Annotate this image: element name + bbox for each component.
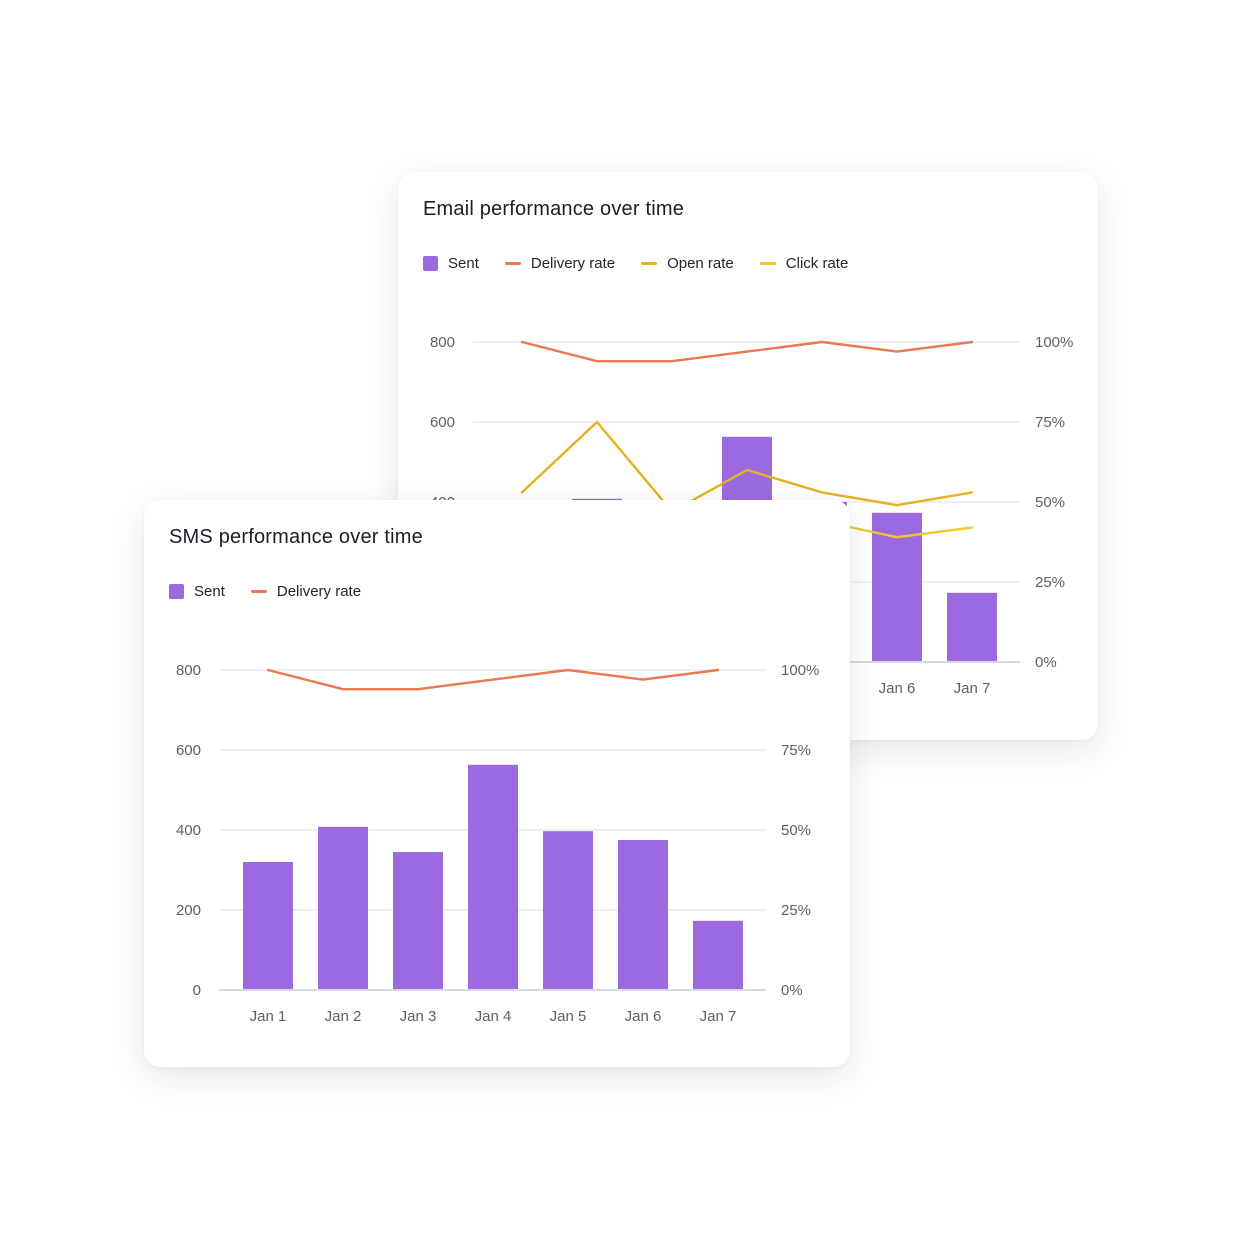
email-chart-title: Email performance over time [423,198,685,220]
legend-item-delivery-rate[interactable]: Delivery rate [250,583,362,600]
legend-swatch-click-rate [759,262,776,265]
y-left-tick-label: 400 [176,822,201,839]
bar-sent-jan-5 [543,831,593,990]
x-tick-label: Jan 5 [550,1008,587,1025]
x-tick-label: Jan 4 [475,1008,512,1025]
x-tick-label: Jan 7 [954,680,991,697]
x-tick-label: Jan 3 [400,1008,437,1025]
x-tick-label: Jan 6 [625,1008,662,1025]
legend-label-sent: Sent [194,583,225,600]
y-left-tick-label: 600 [176,742,201,759]
line-delivery-rate [520,340,974,363]
y-right-tick-label: 75% [1035,414,1065,431]
y-right-tick-label: 50% [1035,494,1065,511]
y-right-tick-label: 100% [781,662,819,679]
legend-swatch-open-rate [641,262,658,265]
y-right-tick-label: 25% [1035,574,1065,591]
sms-chart-plot: 0 200 400 600 800 0% 25% 50% 75% 100% Jan 1 Jan 2 Ja… [176,662,819,1025]
line-delivery-rate [266,668,720,691]
legend-item-open-rate[interactable]: Open rate [641,255,734,272]
legend-item-delivery-rate[interactable]: Delivery rate [504,255,616,272]
y-right-tick-label: 75% [781,742,811,759]
bar-sent-jan-4 [468,764,518,990]
legend-swatch-sent [169,584,184,599]
x-tick-label: Jan 2 [325,1008,362,1025]
legend-label-open-rate: Open rate [667,255,734,272]
legend-label-delivery-rate: Delivery rate [276,583,362,600]
bar-sent-jan-7 [947,592,997,662]
legend-item-sent[interactable]: Sent [423,255,479,272]
y-left-tick-label: 200 [176,902,201,919]
email-chart-legend: Sent Delivery rate Open rate Click rate [423,255,874,272]
y-right-tick-label: 0% [781,982,803,999]
legend-swatch-delivery-rate [504,262,521,265]
legend-swatch-sent [423,256,438,271]
bar-sent-jan-6 [618,840,668,990]
bar-sent-jan-3 [393,852,443,990]
bar-sent-jan-2 [318,826,368,990]
legend-item-sent[interactable]: Sent [169,583,225,600]
legend-label-sent: Sent [448,255,479,272]
y-right-tick-label: 50% [781,822,811,839]
sms-chart-legend: Sent Delivery rate [169,583,387,600]
bar-sent-jan-1 [243,862,293,990]
x-tick-label: Jan 7 [700,1008,737,1025]
line-open-rate [520,420,974,513]
y-left-tick-label: 800 [430,334,455,351]
x-tick-label: Jan 1 [250,1008,287,1025]
sms-chart-title: SMS performance over time [169,526,423,548]
legend-swatch-delivery-rate [250,590,267,593]
y-right-tick-label: 0% [1035,654,1057,671]
x-tick-label: Jan 6 [879,680,916,697]
bar-sent-jan-7 [693,920,743,990]
y-left-tick-label: 600 [430,414,455,431]
y-left-tick-label: 800 [176,662,201,679]
y-right-tick-label: 100% [1035,334,1073,351]
legend-label-click-rate: Click rate [785,255,849,272]
y-right-tick-label: 25% [781,902,811,919]
legend-label-delivery-rate: Delivery rate [530,255,616,272]
legend-item-click-rate[interactable]: Click rate [759,255,849,272]
sms-performance-card: SMS performance over time Sent Delivery … [144,500,850,1067]
y-left-tick-label: 0 [193,982,201,999]
